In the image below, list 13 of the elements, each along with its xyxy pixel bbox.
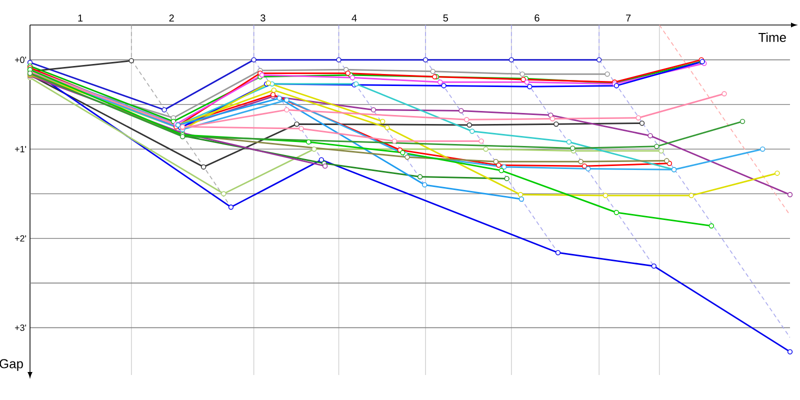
x-tick-label: 7: [626, 14, 631, 22]
y-tick-label: +3': [14, 324, 26, 331]
x-tick-label: 3: [260, 14, 266, 22]
y-tick-label: +2': [14, 235, 26, 242]
x-tick-label: 2: [169, 14, 174, 22]
x-axis-title: Time: [758, 32, 786, 42]
y-tick-label: +1': [14, 146, 26, 152]
y-tick-label: +0': [14, 56, 26, 63]
y-axis-title: Gap: [0, 359, 23, 371]
x-tick-label: 5: [443, 14, 448, 22]
x-tick-label: 4: [352, 14, 357, 22]
x-tick-label: 1: [78, 14, 83, 22]
x-tick-label: 6: [534, 14, 540, 22]
